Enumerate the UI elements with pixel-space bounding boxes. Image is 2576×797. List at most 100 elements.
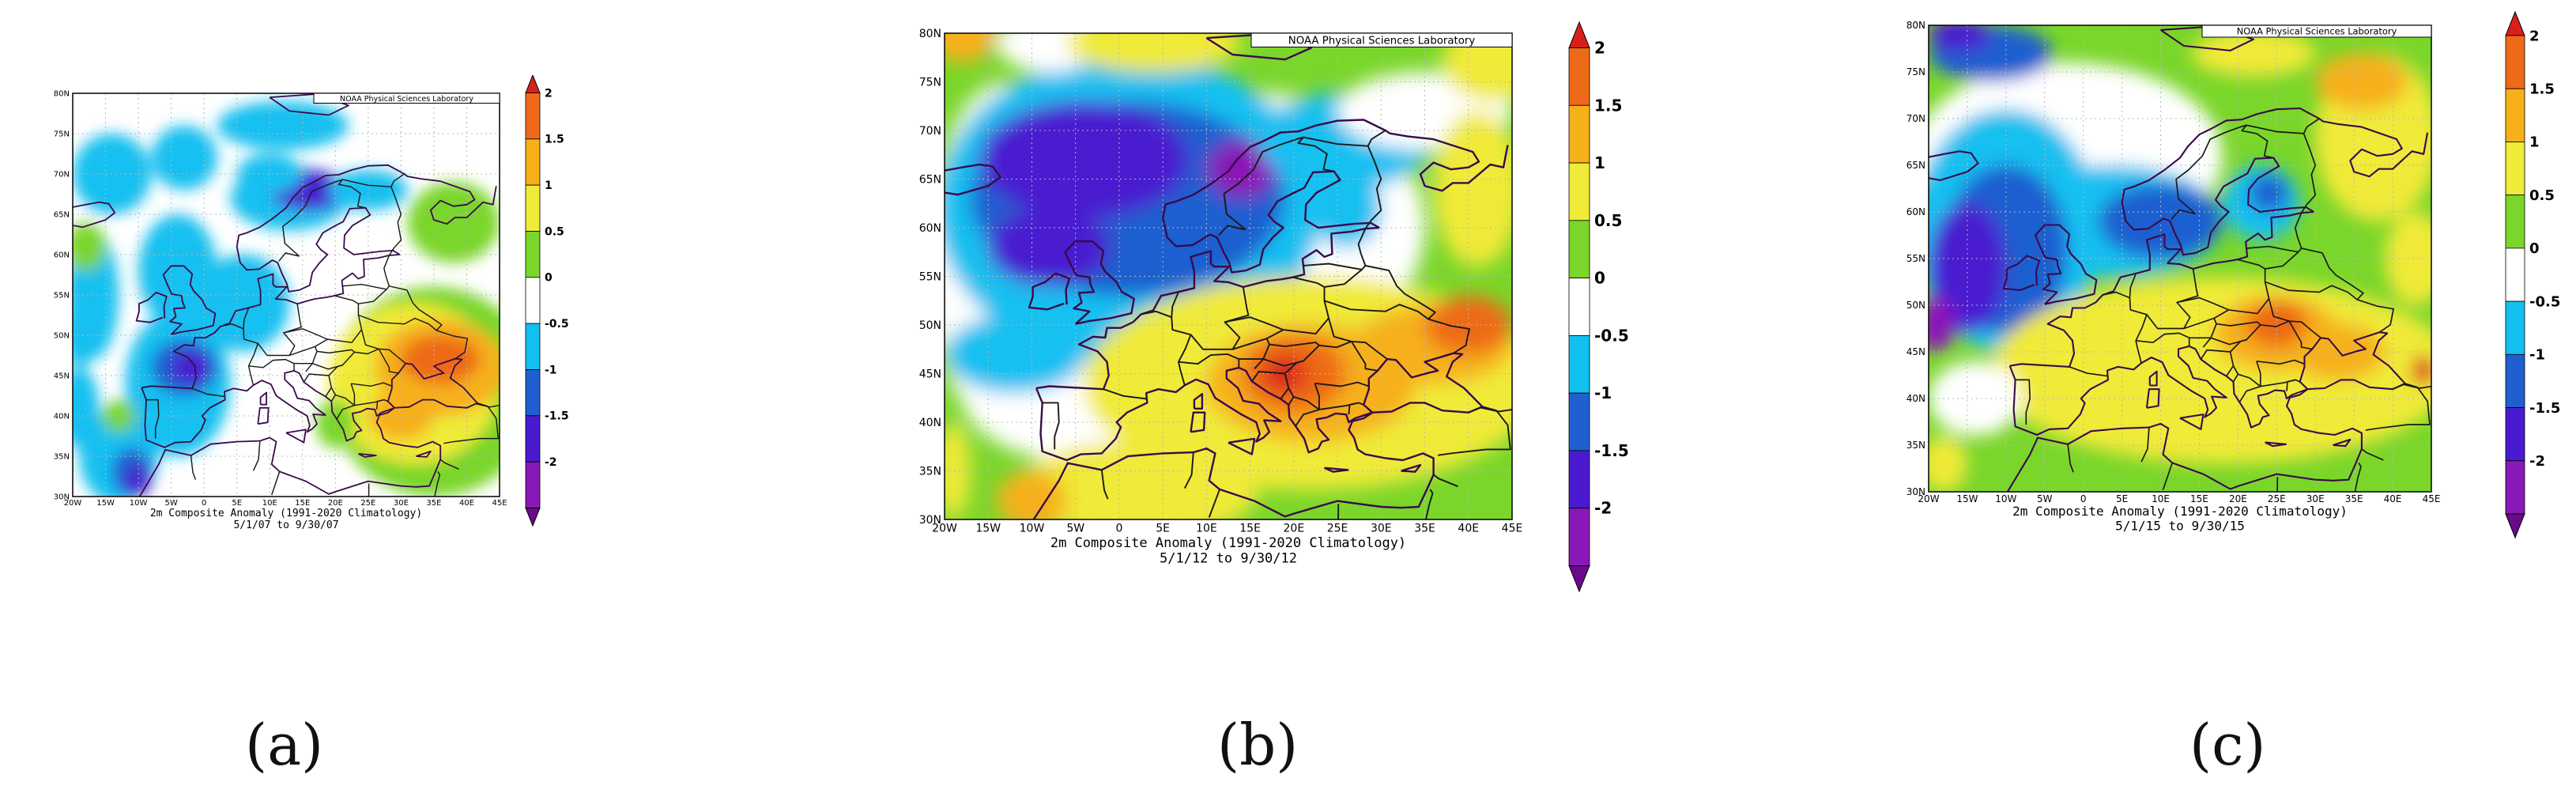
panel-label-b: (b) — [1217, 712, 1299, 778]
lat-tick-label: 60N — [54, 251, 70, 260]
country-border — [1284, 360, 1304, 375]
country-border — [190, 455, 197, 480]
coastlines-borders — [945, 33, 1512, 519]
lat-tick-label: 80N — [1907, 20, 1925, 31]
coastline — [236, 164, 497, 293]
coastline — [162, 265, 217, 335]
map-panel-b: NOAA Physical Sciences Laboratory 20W 15W 1… — [885, 16, 1644, 601]
colorbar-bottom-arrow — [1568, 565, 1590, 593]
lat-tick-label: 80N — [54, 90, 70, 99]
anomaly-contour — [151, 125, 217, 191]
country-border — [315, 338, 328, 347]
anomaly-contour — [1929, 436, 1967, 492]
coastline — [1028, 272, 1071, 311]
lon-tick-label: 25E — [1327, 522, 1348, 534]
colorbar-segment — [2505, 88, 2525, 142]
country-border — [1178, 353, 1240, 368]
anomaly-contour — [1929, 25, 1991, 52]
colorbar-tick-label: 0.5 — [1594, 211, 1622, 230]
coastline — [1228, 437, 1256, 455]
colorbar-tick-label: -0.5 — [1594, 326, 1629, 345]
anomaly-contour — [2412, 356, 2431, 385]
coastline — [141, 254, 400, 390]
lon-tick-label: 0 — [2080, 493, 2087, 504]
country-border — [1190, 286, 1250, 350]
lat-tick-label: 75N — [1907, 66, 1925, 77]
anomaly-contour — [945, 33, 998, 62]
country-border — [2229, 338, 2247, 353]
anomaly-contour — [2246, 300, 2308, 348]
country-border — [1365, 265, 1436, 320]
country-border — [271, 471, 281, 496]
coastline — [259, 391, 268, 406]
coastline — [416, 450, 432, 458]
country-border — [354, 348, 399, 374]
colorbar-segment — [525, 138, 541, 186]
coastline — [1324, 466, 1349, 473]
coastline — [1162, 119, 1509, 274]
lon-tick-label: 5W — [164, 499, 177, 508]
lon-tick-label: 10E — [2152, 493, 2170, 504]
colorbar-tick-label: 1 — [545, 179, 553, 192]
colorbar-tick-label: 0.5 — [2529, 187, 2555, 204]
country-border — [2146, 268, 2199, 330]
country-border — [1254, 358, 1264, 369]
lat-tick-label: 60N — [919, 222, 941, 235]
lon-tick-label: 10E — [262, 499, 277, 508]
country-border — [283, 295, 363, 343]
colorbar-segment — [525, 93, 541, 140]
country-border — [2176, 259, 2270, 315]
colorbar-segment — [1568, 104, 1590, 164]
country-border — [257, 304, 302, 357]
colorbar-tick-label: 2 — [2529, 28, 2540, 44]
lon-tick-label: 30E — [394, 499, 409, 508]
country-border — [1357, 228, 1367, 270]
anomaly-contour — [988, 208, 1111, 286]
colorbar-tick-label: 0 — [1594, 269, 1605, 288]
country-border — [466, 402, 500, 409]
caption-line-2: 5/1/07 to 9/30/07 — [233, 519, 338, 531]
colorbar-tick-label: -1 — [1594, 383, 1612, 402]
colorbar-tick-label: -2 — [2529, 453, 2545, 470]
country-border — [2260, 320, 2313, 350]
graticule — [945, 33, 1512, 519]
colorbar-tick-label: 1.5 — [2529, 81, 2555, 98]
country-border — [305, 363, 313, 372]
lat-tick-label: 65N — [919, 173, 941, 186]
colorbar: 2 1.5 1 0.5 0 -0.5 -1 -1.5 -2 — [1568, 21, 1629, 593]
coastline — [1064, 240, 1135, 325]
lat-tick-label: 65N — [1907, 160, 1925, 171]
colorbar-tick-label: 1.5 — [1594, 96, 1622, 115]
anomaly-contour — [1442, 33, 1512, 102]
lat-tick-label: 65N — [54, 211, 70, 220]
colorbar-tick-label: -0.5 — [545, 318, 569, 331]
map-frame — [944, 32, 1513, 520]
colorbar-segment — [525, 323, 541, 370]
anomaly-field — [1929, 25, 2431, 492]
colorbar-tick-label: -1.5 — [545, 410, 569, 423]
lat-tick-label: 75N — [919, 76, 941, 89]
anomaly-contour — [1066, 33, 1242, 73]
anomaly-contour — [329, 169, 408, 210]
country-border — [1303, 263, 1363, 288]
colorbar-top-arrow — [525, 75, 541, 93]
country-border — [2241, 124, 2274, 159]
colorbar-tick-label: 1 — [2529, 134, 2540, 151]
country-border — [1183, 452, 1194, 489]
country-border — [2069, 366, 2109, 377]
colorbar: 2 1.5 1 0.5 0 -0.5 -1 -1.5 -2 — [525, 75, 569, 527]
country-border — [2294, 212, 2303, 253]
anomaly-contour — [2250, 174, 2288, 212]
country-border — [2354, 462, 2362, 492]
coastline — [1193, 393, 1204, 410]
colorbar-segment — [2505, 300, 2525, 355]
lon-tick-label: 25E — [360, 499, 375, 508]
lon-tick-label: 10W — [1995, 493, 2016, 504]
lon-tick-label: 20E — [328, 499, 343, 508]
country-border — [1100, 470, 1109, 500]
lon-tick-label: 15W — [96, 499, 115, 508]
country-border — [248, 358, 295, 371]
country-border — [1318, 340, 1379, 372]
graticule — [73, 93, 500, 497]
